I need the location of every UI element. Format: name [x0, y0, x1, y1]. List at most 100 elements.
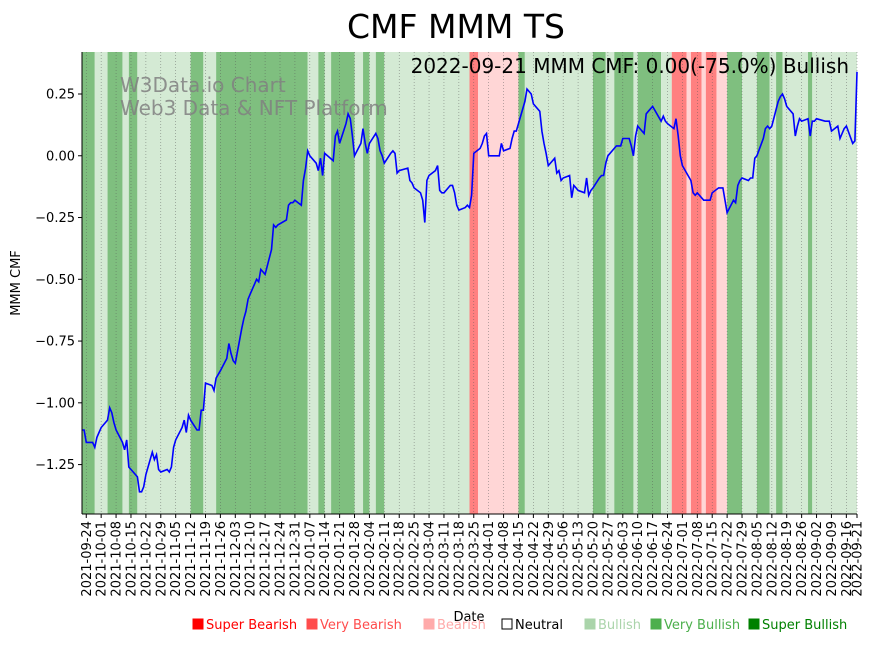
- cmf-series-line: [82, 71, 858, 493]
- legend-label-neutral: Neutral: [515, 618, 563, 633]
- watermark-line-1: W3Data.io Chart: [120, 73, 286, 97]
- band-very-bullish: [216, 52, 308, 514]
- x-tick-label: 2022-05-20: [586, 521, 601, 597]
- band-very-bullish: [727, 52, 743, 514]
- x-tick-label: 2021-09-24: [80, 521, 95, 597]
- x-tick-label: 2021-11-26: [214, 521, 229, 597]
- legend-swatch-very-bearish: [306, 618, 318, 630]
- x-tick-label: 2021-12-10: [244, 521, 259, 597]
- x-tick-label: 2022-06-17: [646, 521, 661, 597]
- x-tick-label: 2022-07-01: [676, 521, 691, 597]
- band-bullish: [633, 52, 638, 514]
- x-tick-label: 2022-02-04: [363, 521, 378, 597]
- band-bullish: [122, 52, 129, 514]
- x-tick-label: 2022-03-11: [437, 521, 452, 597]
- x-tick-label: 2021-12-17: [259, 521, 274, 597]
- x-tick-label: 2022-03-25: [467, 521, 482, 597]
- band-bullish: [661, 52, 672, 514]
- x-tick-label: 2022-06-10: [631, 521, 646, 597]
- y-tick-label: −0.25: [35, 211, 75, 226]
- legend-label-very-bullish: Very Bullish: [664, 618, 740, 633]
- x-tick-label: 2022-03-04: [423, 521, 438, 597]
- x-tick-label: 2022-02-11: [378, 521, 393, 597]
- legend-label-bullish: Bullish: [598, 618, 641, 633]
- band-very-bullish: [637, 52, 662, 514]
- x-tick-label: 2022-05-27: [601, 521, 616, 597]
- band-very-bullish: [375, 52, 385, 514]
- band-very-bullish: [107, 52, 123, 514]
- x-tick-label: 2022-04-29: [542, 521, 557, 597]
- band-very-bullish: [318, 52, 325, 514]
- x-tick-label: 2021-11-19: [199, 521, 214, 597]
- y-axis-label: MMM CMF: [9, 250, 24, 316]
- x-tick-label: 2022-01-07: [303, 521, 318, 597]
- x-tick-label: 2022-01-28: [348, 521, 363, 597]
- band-bullish: [203, 52, 217, 514]
- x-tick-label: 2022-09-02: [810, 521, 825, 597]
- x-tick-label: 2022-04-22: [527, 521, 542, 597]
- band-very-bullish: [756, 52, 770, 514]
- x-tick-label: 2021-10-29: [154, 521, 169, 597]
- x-tick-label: 2022-04-15: [512, 521, 527, 597]
- band-bullish: [384, 52, 470, 514]
- band-very-bullish: [518, 52, 525, 514]
- band-very-bullish: [82, 52, 95, 514]
- band-bullish: [524, 52, 593, 514]
- x-tick-label: 2022-08-05: [750, 521, 765, 597]
- band-bullish: [354, 52, 364, 514]
- x-tick-label: 2021-10-22: [139, 521, 154, 597]
- band-very-bullish: [592, 52, 606, 514]
- x-tick-label: 2022-06-24: [661, 521, 676, 597]
- x-tick-label: 2022-05-06: [557, 521, 572, 597]
- band-bullish: [137, 52, 191, 514]
- x-tick-label: 2022-04-08: [497, 521, 512, 597]
- vertical-grid: [85, 52, 858, 514]
- legend-label-super-bearish: Super Bearish: [206, 618, 297, 633]
- band-very-bullish: [331, 52, 355, 514]
- x-tick-label: 2021-10-01: [95, 521, 110, 597]
- legend-swatch-bullish: [584, 618, 596, 630]
- band-bullish: [782, 52, 809, 514]
- band-bullish: [324, 52, 332, 514]
- band-very-bullish: [363, 52, 370, 514]
- band-very-bullish: [190, 52, 204, 514]
- x-tick-label: 2022-07-22: [721, 521, 736, 597]
- band-bearish: [716, 52, 728, 514]
- x-tick-label: 2022-04-01: [482, 521, 497, 597]
- band-bullish: [369, 52, 376, 514]
- legend-swatch-super-bearish: [192, 618, 204, 630]
- band-very-bearish: [690, 52, 702, 514]
- x-tick-label: 2022-07-15: [706, 521, 721, 597]
- band-bullish: [812, 52, 857, 514]
- y-tick-label: −1.25: [35, 458, 75, 473]
- band-very-bullish: [614, 52, 634, 514]
- band-very-bullish: [776, 52, 783, 514]
- x-tick-label: 2022-08-19: [780, 521, 795, 597]
- legend-swatch-very-bullish: [650, 618, 662, 630]
- x-tick-label: 2022-08-12: [765, 521, 780, 597]
- y-axis-ticks: 0.25 0.00 −0.25 −0.50 −0.75 −1.00 −1.25: [35, 88, 82, 473]
- x-tick-label: 2021-12-31: [288, 521, 303, 597]
- y-tick-label: 0.00: [46, 149, 75, 164]
- x-tick-label: 2022-02-25: [408, 521, 423, 597]
- band-very-bearish: [705, 52, 717, 514]
- x-tick-label: 2022-01-21: [333, 521, 348, 597]
- band-bearish: [701, 52, 706, 514]
- y-tick-label: 0.25: [46, 88, 75, 103]
- latest-value-annotation: 2022-09-21 MMM CMF: 0.00(-75.0%) Bullish: [411, 54, 849, 78]
- x-tick-label: 2021-10-08: [110, 521, 125, 597]
- x-tick-label: 2022-02-18: [393, 521, 408, 597]
- x-tick-label: 2022-01-14: [318, 521, 333, 597]
- chart-title: CMF MMM TS: [347, 7, 565, 46]
- legend-label-bearish: Bearish: [437, 618, 486, 633]
- x-tick-label: 2022-05-13: [572, 521, 587, 597]
- y-tick-label: −0.50: [35, 273, 75, 288]
- band-bullish: [769, 52, 777, 514]
- x-axis-label: Date: [453, 610, 484, 625]
- legend-label-super-bullish: Super Bullish: [762, 618, 847, 633]
- x-tick-label: 2021-10-15: [124, 521, 139, 597]
- legend-swatch-bearish: [423, 618, 435, 630]
- y-tick-label: −0.75: [35, 335, 75, 350]
- x-tick-label: 2021-11-12: [184, 521, 199, 597]
